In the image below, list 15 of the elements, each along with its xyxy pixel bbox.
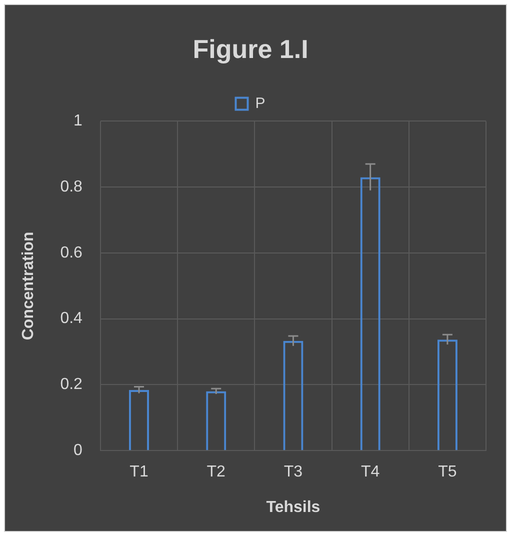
y-tick-label: 0.8 [60, 178, 83, 196]
y-tick-label: 0 [74, 442, 83, 460]
x-tick-label: T5 [438, 464, 457, 481]
x-tick-label: T1 [130, 464, 148, 481]
y-tick-label: 1 [74, 112, 83, 130]
x-tick-label: T2 [206, 464, 226, 481]
x-axis-title: Tehsils [266, 498, 320, 516]
legend-label: P [255, 94, 266, 112]
y-tick-label: 0.4 [60, 310, 83, 328]
y-axis-title: Concentration [20, 232, 38, 340]
x-tick-label: T4 [360, 464, 380, 481]
chart-title: Figure 1.I [192, 34, 308, 64]
y-tick-label: 0.2 [60, 376, 83, 394]
x-tick-label: T3 [284, 464, 303, 481]
y-tick-label: 0.6 [60, 244, 83, 262]
